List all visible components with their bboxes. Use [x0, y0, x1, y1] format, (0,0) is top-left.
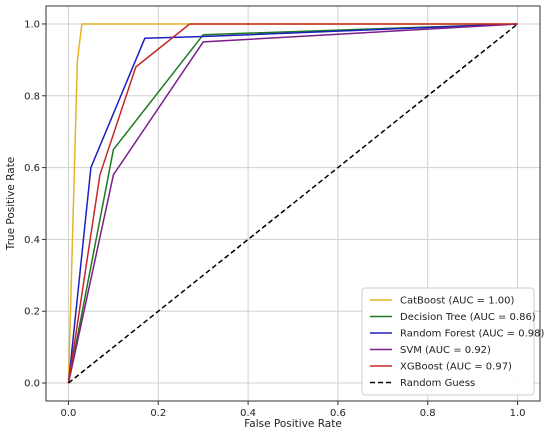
y-tick-label: 0.4 — [24, 235, 40, 246]
plot-area-frame — [45, 5, 541, 402]
series-line — [67, 23, 518, 384]
x-tick-label: 0.6 — [330, 408, 346, 419]
y-tick-label: 0.6 — [24, 163, 40, 174]
y-tick-label: 0.0 — [24, 379, 40, 390]
legend-box — [361, 287, 535, 396]
y-tick-label: 0.8 — [24, 91, 40, 102]
axis-ticks: 0.0 0.2 0.4 0.6 0.8 1.0 0.0 0.2 0.4 0.6 0.8 1.0 — [24, 19, 525, 419]
legend: CatBoost (AUC = 1.00) Decision Tree (AUC … — [361, 287, 544, 396]
series-line — [67, 23, 518, 384]
x-tick-label: 0.0 — [61, 408, 77, 419]
legend-entry-label: Decision Tree (AUC = 0.86) — [400, 312, 536, 323]
legend-entry-label: CatBoost (AUC = 1.00) — [400, 296, 514, 307]
y-tick-label: 0.2 — [24, 307, 40, 318]
legend-entry-label: SVM (AUC = 0.92) — [400, 345, 491, 356]
series-line — [67, 23, 518, 384]
y-axis-title: True Positive Rate — [5, 157, 17, 252]
legend-entry-label: Random Guess — [400, 378, 475, 389]
x-tick-label: 0.8 — [420, 408, 436, 419]
x-tick-label: 0.2 — [150, 408, 166, 419]
legend-entry-label: XGBoost (AUC = 0.97) — [400, 362, 512, 373]
series-lines — [67, 23, 518, 384]
legend-entry-label: Random Forest (AUC = 0.98) — [400, 329, 544, 340]
x-tick-label: 1.0 — [510, 408, 526, 419]
y-tick-label: 1.0 — [24, 19, 40, 30]
x-axis-title: False Positive Rate — [244, 418, 342, 430]
series-line — [67, 23, 518, 384]
x-tick-label: 0.4 — [240, 408, 256, 419]
